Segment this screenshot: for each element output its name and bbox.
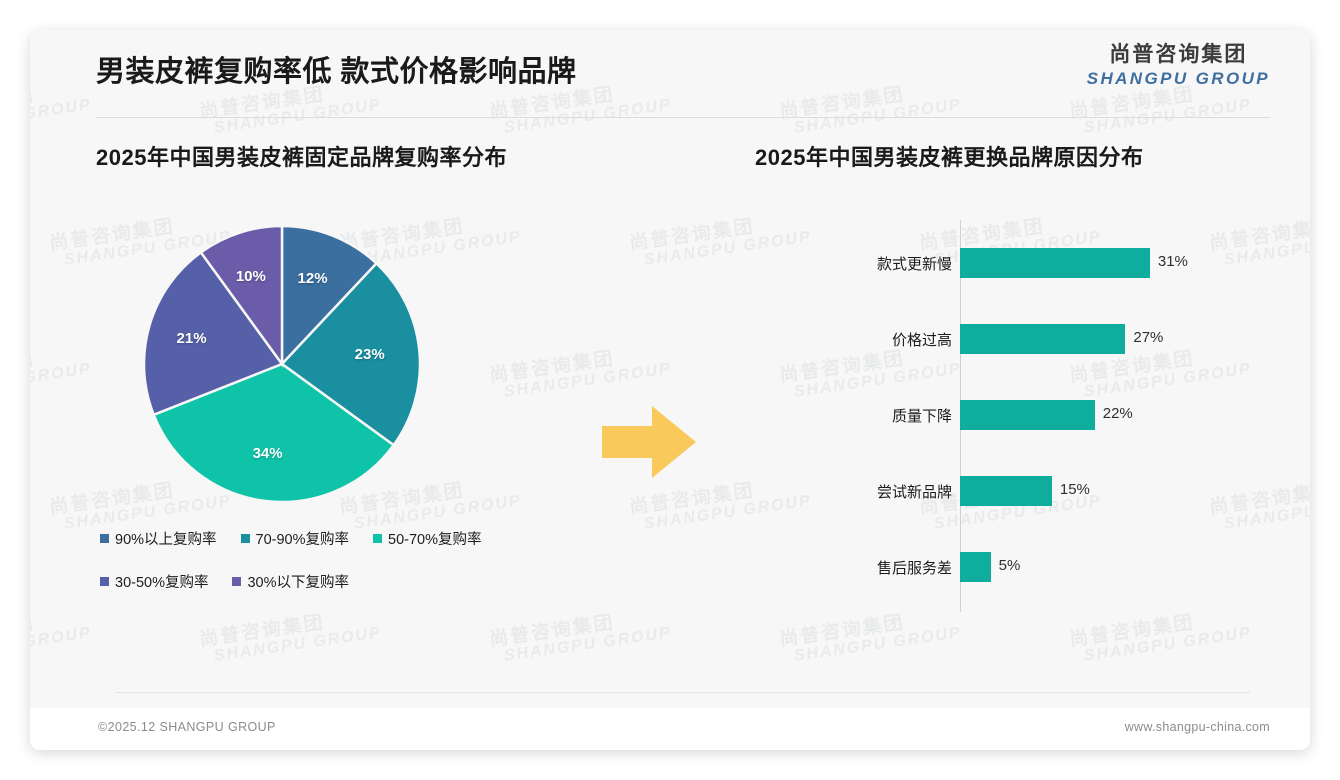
bar-category-label: 价格过高 xyxy=(891,331,952,349)
bar-chart-area: 款式更新慢 31% 价格过高 27% 质量下降 22% 尝试新品牌 15% 售后服务差 5% xyxy=(730,220,1250,620)
copyright-text: ©2025.12 SHANGPU GROUP xyxy=(98,720,276,734)
pie-slice[interactable] xyxy=(280,224,379,368)
pie-slice-label: 21% xyxy=(176,329,207,347)
arrow-right-glyph xyxy=(602,406,696,478)
legend-item-label: 70-90%复购率 xyxy=(255,532,350,548)
legend-item-label: 30%以下复购率 xyxy=(247,575,350,591)
pie-slice-label: 34% xyxy=(252,445,283,463)
bar-category-label: 质量下降 xyxy=(891,407,952,425)
legend-swatch-icon xyxy=(100,534,109,543)
bar-track: 27% xyxy=(960,324,1250,354)
legend-item[interactable]: 30%以下复购率 xyxy=(232,571,349,592)
pie-slice-label: 10% xyxy=(235,268,266,286)
bar-track: 31% xyxy=(960,248,1250,278)
pie-slice[interactable] xyxy=(280,261,422,447)
arrow-right-icon xyxy=(602,402,698,487)
bar-track: 5% xyxy=(960,552,1250,582)
pie-chart-panel: 2025年中国男装皮裤固定品牌复购率分布 12% 23% 34% 21% 10% 90%… xyxy=(96,140,676,614)
pie-legend: 90%以上复购率 70-90%复购率 50-70%复购率 30-50%复购率 30%以下… xyxy=(100,528,660,592)
footnote-divider xyxy=(116,692,1250,693)
legend-row: 90%以上复购率 70-90%复购率 50-70%复购率 xyxy=(100,528,660,549)
bar-value-label: 22% xyxy=(1102,405,1133,422)
pie-chart-svg xyxy=(142,224,422,504)
bar-fill[interactable] xyxy=(960,400,1095,430)
legend-row: 30-50%复购率 30%以下复购率 xyxy=(100,571,660,592)
bar-fill[interactable] xyxy=(960,476,1052,506)
bar-category-label: 售后服务差 xyxy=(876,559,952,577)
logo-english-text: SHANGPU GROUP xyxy=(1086,69,1270,88)
bar-row[interactable]: 售后服务差 5% xyxy=(730,552,1250,582)
slide-header: 男装皮裤复购率低 款式价格影响品牌 尚普咨询集团 SHANGPU GROUP xyxy=(30,30,1310,98)
bar-value-label: 27% xyxy=(1133,329,1164,346)
logo-chinese-text: 尚普咨询集团 xyxy=(1109,43,1248,66)
legend-item[interactable]: 50-70%复购率 xyxy=(373,528,482,549)
pie-chart-area: 12% 23% 34% 21% 10% xyxy=(96,214,676,514)
bar-row[interactable]: 价格过高 27% xyxy=(730,324,1250,354)
bar-value-label: 5% xyxy=(998,557,1021,574)
pie-slice-label: 12% xyxy=(297,270,328,288)
bar-chart-title: 2025年中国男装皮裤更换品牌原因分布 xyxy=(755,145,1144,170)
pie-chart-title: 2025年中国男装皮裤固定品牌复购率分布 xyxy=(96,145,507,170)
brand-logo: 尚普咨询集团 SHANGPU GROUP xyxy=(1087,38,1270,89)
bar-value-label: 31% xyxy=(1157,253,1188,270)
website-link[interactable]: www.shangpu-china.com xyxy=(1124,720,1270,734)
bar-track: 22% xyxy=(960,400,1250,430)
legend-item-label: 30-50%复购率 xyxy=(115,575,209,591)
legend-swatch-icon xyxy=(373,534,383,543)
legend-item[interactable]: 30-50%复购率 xyxy=(100,571,208,592)
pie-slice[interactable] xyxy=(152,362,396,504)
legend-swatch-icon xyxy=(100,577,109,586)
pie-slice-label: 23% xyxy=(354,346,385,364)
bar-category-label: 款式更新慢 xyxy=(876,255,952,273)
legend-item-label: 90%以上复购率 xyxy=(115,532,217,548)
legend-item[interactable]: 70-90%复购率 xyxy=(240,528,350,549)
bar-row[interactable]: 尝试新品牌 15% xyxy=(730,476,1250,506)
header-divider xyxy=(96,117,1270,118)
legend-swatch-icon xyxy=(240,534,250,543)
pie-slice[interactable] xyxy=(199,224,284,368)
pie-slice[interactable] xyxy=(142,250,284,417)
bar-fill[interactable] xyxy=(960,552,991,582)
bar-value-label: 15% xyxy=(1059,481,1090,498)
legend-item[interactable]: 90%以上复购率 xyxy=(100,528,217,549)
bar-chart-panel: 2025年中国男装皮裤更换品牌原因分布 款式更新慢 31% 价格过高 27% 质量下降 2… xyxy=(730,140,1250,620)
bar-row[interactable]: 款式更新慢 31% xyxy=(730,248,1250,278)
legend-item-label: 50-70%复购率 xyxy=(388,532,482,548)
bar-category-label: 尝试新品牌 xyxy=(876,483,952,501)
bar-fill[interactable] xyxy=(960,248,1150,278)
bar-track: 15% xyxy=(960,476,1250,506)
bar-row[interactable]: 质量下降 22% xyxy=(730,400,1250,430)
page-title: 男装皮裤复购率低 款式价格影响品牌 xyxy=(96,56,577,88)
bar-fill[interactable] xyxy=(960,324,1126,354)
legend-swatch-icon xyxy=(232,577,242,586)
slide-footer: ©2025.12 SHANGPU GROUP www.shangpu-china… xyxy=(30,708,1310,750)
